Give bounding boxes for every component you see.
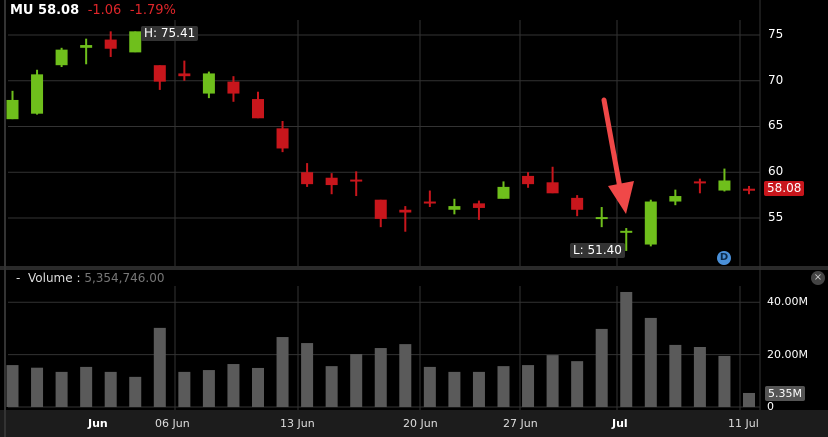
price-tick: 60 xyxy=(768,164,784,178)
volume-bar xyxy=(374,348,387,407)
price-tick: 55 xyxy=(768,210,784,224)
price-change: -1.06 xyxy=(87,3,122,18)
price-tick: 75 xyxy=(768,27,784,41)
volume-bar xyxy=(129,376,142,407)
volume-bar xyxy=(80,366,93,407)
candle-body xyxy=(546,182,559,194)
volume-tick: 20.00M xyxy=(767,348,808,361)
candle-body xyxy=(522,175,535,185)
volume-bar xyxy=(252,367,264,407)
volume-bar xyxy=(104,371,117,407)
volume-bar xyxy=(325,366,338,407)
volume-bar xyxy=(399,344,412,407)
candle-body xyxy=(301,172,314,185)
x-label: 13 Jun xyxy=(280,417,315,430)
volume-bar xyxy=(472,371,485,407)
x-label: 27 Jun xyxy=(503,417,538,430)
volume-bar xyxy=(718,355,731,407)
volume-bar xyxy=(571,361,584,407)
candle-body xyxy=(374,199,387,219)
candle-body xyxy=(55,49,68,66)
panel-separator[interactable] xyxy=(0,266,828,270)
volume-separator: : xyxy=(76,271,81,285)
x-label: Jun xyxy=(88,417,108,430)
candle-body xyxy=(620,230,633,233)
close-volume-button[interactable]: × xyxy=(811,271,825,285)
candle-body xyxy=(399,209,412,213)
candle-body xyxy=(129,31,142,53)
volume-bar xyxy=(743,392,755,407)
candle-body xyxy=(80,45,93,48)
left-border xyxy=(4,0,6,437)
last-price-label: 58.08 xyxy=(764,181,805,196)
volume-bar xyxy=(497,366,510,407)
x-label: 20 Jun xyxy=(403,417,438,430)
volume-bar xyxy=(595,328,608,407)
candle-body xyxy=(6,99,19,120)
volume-bar xyxy=(644,317,657,407)
candle-body xyxy=(423,201,436,204)
x-label: 06 Jun xyxy=(155,417,190,430)
candle-body xyxy=(104,39,117,49)
last-volume-label: 5.35M xyxy=(765,386,805,401)
candle-body xyxy=(153,65,166,82)
volume-value: 5,354,746.00 xyxy=(84,271,165,285)
ticker-header: MU 58.08 -1.06 -1.79% xyxy=(10,3,176,18)
candle-body xyxy=(497,186,510,199)
volume-bar xyxy=(669,344,682,407)
collapse-volume-button[interactable]: - xyxy=(16,271,21,285)
low-label: L: 51.40 xyxy=(570,243,625,258)
volume-tick: 0 xyxy=(767,400,774,413)
candle-body xyxy=(644,201,657,245)
candle-body xyxy=(276,128,289,149)
volume-bar xyxy=(227,364,240,407)
volume-bar xyxy=(350,354,363,407)
annotation-arrow xyxy=(601,97,634,214)
volume-bar xyxy=(153,327,166,407)
candle-body xyxy=(693,181,706,184)
volume-tick: 40.00M xyxy=(767,295,808,308)
volume-bar xyxy=(31,367,44,407)
volume-bar xyxy=(6,365,19,407)
ticker-price: 58.08 xyxy=(38,3,80,18)
candle-body xyxy=(743,188,755,191)
x-label: Jul xyxy=(612,417,628,430)
volume-bar xyxy=(301,343,314,407)
volume-bar xyxy=(423,366,436,407)
ticker-symbol: MU xyxy=(10,3,34,18)
volume-bar xyxy=(202,370,215,407)
candle-body xyxy=(325,177,338,186)
candle-body xyxy=(178,73,191,77)
candle-body xyxy=(669,196,682,202)
candle-body xyxy=(31,74,44,114)
volume-bar xyxy=(55,371,68,407)
volume-bar xyxy=(546,355,559,407)
candle-body xyxy=(252,99,264,119)
price-change-pct: -1.79% xyxy=(129,3,176,18)
price-tick: 65 xyxy=(768,118,784,132)
volume-bar xyxy=(522,365,535,407)
x-label: 11 Jul xyxy=(728,417,759,430)
candle-body xyxy=(571,197,584,210)
volume-bar xyxy=(276,337,289,407)
candle-body xyxy=(718,180,731,191)
candle-body xyxy=(472,203,485,208)
volume-header: - Volume : 5,354,746.00 xyxy=(16,271,164,285)
volume-bar xyxy=(178,371,191,407)
candle-body xyxy=(595,217,608,220)
candle-body xyxy=(202,73,215,94)
volume-bar xyxy=(448,371,461,407)
dividend-marker-icon[interactable]: D xyxy=(717,251,731,265)
price-tick: 70 xyxy=(768,73,784,87)
candle-body xyxy=(227,81,240,94)
volume-title: Volume xyxy=(27,271,73,285)
volume-bar xyxy=(620,291,633,407)
candle-body xyxy=(350,179,363,182)
x-axis-band xyxy=(0,410,828,437)
high-label: H: 75.41 xyxy=(141,26,199,41)
candle-body xyxy=(448,206,461,210)
volume-bar xyxy=(693,347,706,407)
